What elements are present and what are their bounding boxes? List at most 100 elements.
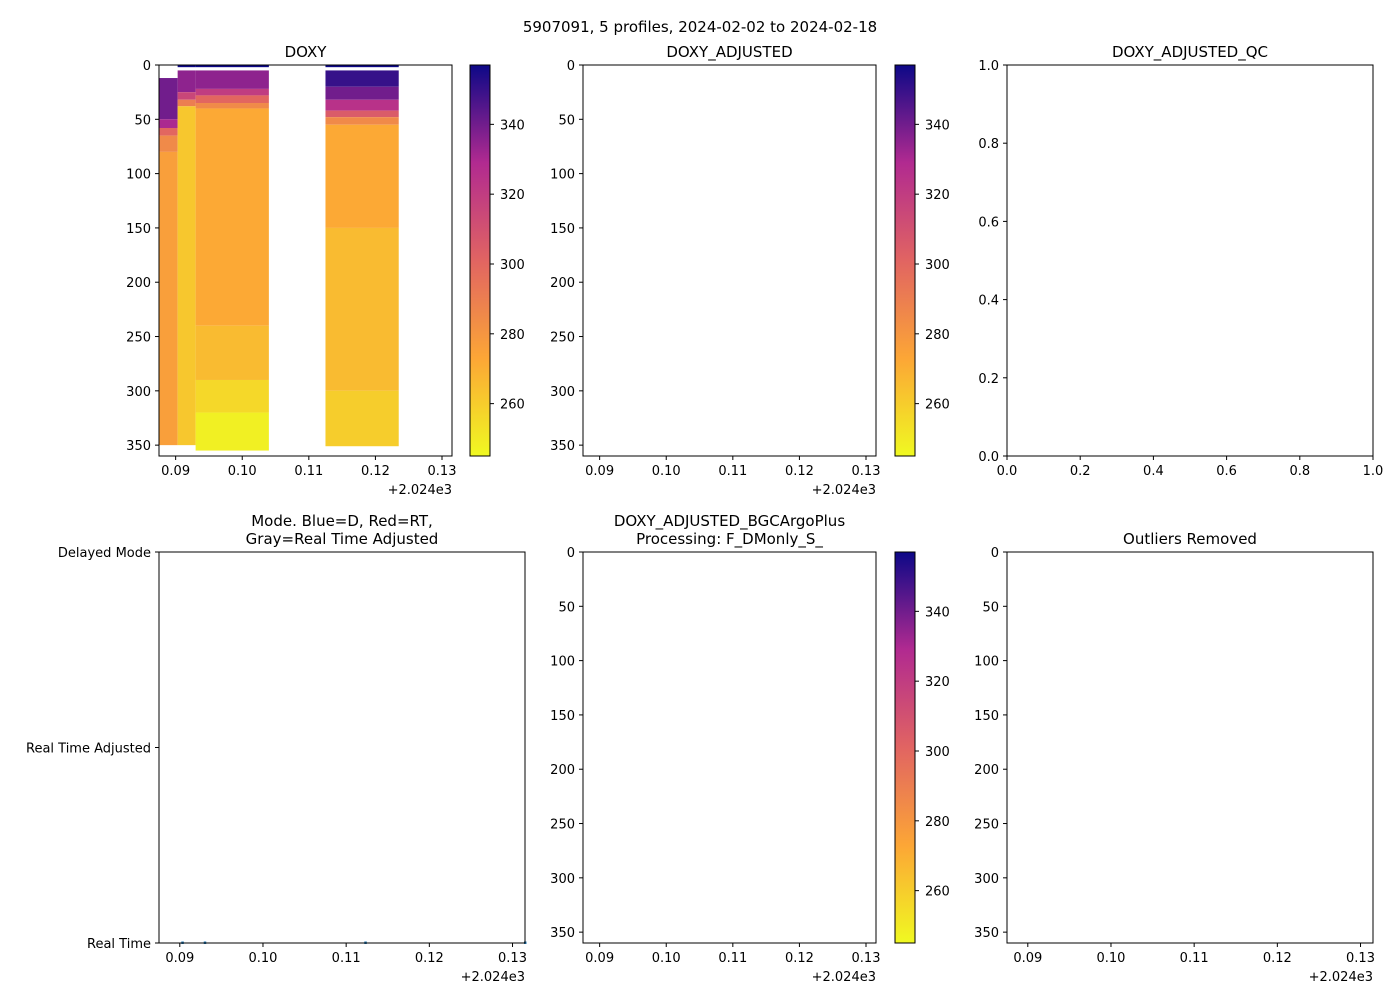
heatmap-cell: [195, 379, 269, 413]
y-tick-label: 200: [974, 763, 999, 778]
y-tick-label: 50: [982, 600, 999, 615]
heatmap-cell: [195, 88, 269, 96]
y-tick-label: 150: [126, 222, 151, 237]
x-offset-label: +2.024e3: [1309, 970, 1373, 985]
x-tick-label: 0.10: [652, 464, 681, 479]
y-tick-label: 0: [143, 59, 151, 74]
y-tick-label: 1.0: [978, 59, 999, 74]
x-tick-label: 0.2: [1070, 464, 1091, 479]
heatmap-cell: [325, 86, 399, 100]
panel-doxy-adjusted-bgcargoplus: DOXY_ADJUSTED_BGCArgoPlus Processing: F_…: [550, 512, 950, 985]
y-tick-label: Real Time: [87, 937, 151, 952]
heatmap-cell: [325, 390, 399, 447]
heatmap-cell: [159, 151, 178, 446]
panel-outliers-removed: Outliers Removed 0.09 0.10 0.11 0.12 0.13 +2.…: [974, 530, 1375, 985]
axes-frame: [158, 64, 453, 457]
y-tick-label: 150: [550, 709, 575, 724]
x-offset-label: +2.024e3: [461, 970, 525, 985]
x-tick-label: 0.13: [498, 951, 527, 966]
y-tick-label: 0: [567, 546, 575, 561]
x-tick-label: 0.13: [852, 464, 881, 479]
y-tick-label: 0.2: [978, 372, 999, 387]
heatmap-cell: [195, 65, 269, 68]
axes-frame: [158, 551, 526, 944]
y-tick-label: 50: [134, 113, 151, 128]
y-tick-label: 350: [550, 439, 575, 454]
x-tick-label: 0.10: [1097, 951, 1126, 966]
y-tick-label: 300: [126, 385, 151, 400]
y-tick-label: 350: [550, 926, 575, 941]
y-tick-label: 0: [991, 546, 999, 561]
colorbar-gradient: [895, 552, 915, 943]
y-tick-label: 300: [550, 872, 575, 887]
colorbar-gradient: [895, 65, 915, 456]
colorbar-frame: [469, 64, 491, 457]
colorbar-tick-label: 300: [925, 745, 950, 760]
heatmap-cell: [177, 70, 196, 93]
heatmap-cell: [325, 70, 399, 87]
colorbar-tick-label: 260: [500, 398, 525, 413]
y-tick-label: 250: [974, 818, 999, 833]
colorbar-tick-label: 280: [500, 328, 525, 343]
heatmap-cell: [195, 70, 269, 89]
panel-title-line-1: Mode. Blue=D, Red=RT,: [251, 512, 433, 530]
colorbar-gradient: [470, 65, 490, 456]
x-tick-label: 0.13: [1346, 951, 1375, 966]
axes-frame: [1006, 64, 1374, 457]
heatmap-cell: [195, 108, 269, 326]
colorbar-tick-label: 300: [500, 258, 525, 273]
heatmap-cell: [195, 412, 269, 451]
axes-frame: [582, 551, 877, 944]
heatmap-cell: [177, 99, 196, 107]
heatmap-cell: [177, 65, 196, 68]
figure-suptitle: 5907091, 5 profiles, 2024-02-02 to 2024-…: [523, 18, 877, 36]
panel-title: DOXY: [285, 43, 328, 61]
colorbar-tick-label: 260: [925, 885, 950, 900]
colorbar-tick-label: 260: [925, 398, 950, 413]
colorbar-bgcargoplus: 260 280 300 320 340: [894, 551, 950, 944]
heatmap-cell: [325, 227, 399, 391]
x-tick-label: 0.12: [361, 464, 390, 479]
x-tick-label: 0.0: [997, 464, 1018, 479]
x-tick-label: 0.09: [1013, 951, 1042, 966]
y-tick-label: 100: [550, 655, 575, 670]
y-tick-label: Delayed Mode: [58, 546, 151, 561]
colorbar-frame: [894, 64, 916, 457]
y-tick-label: 250: [126, 331, 151, 346]
colorbar-tick-label: 280: [925, 328, 950, 343]
y-tick-label: 350: [126, 439, 151, 454]
y-tick-label: 150: [974, 709, 999, 724]
x-tick-label: 0.09: [165, 951, 194, 966]
x-tick-label: 0.09: [585, 951, 614, 966]
y-tick-label: 350: [974, 926, 999, 941]
heatmap-cell: [195, 325, 269, 380]
y-tick-label: 50: [558, 600, 575, 615]
plot-area-outliers-removed: 0.09 0.10 0.11 0.12 0.13 +2.024e3 0 50 100 150 200…: [974, 546, 1375, 985]
x-tick-label: 0.10: [652, 951, 681, 966]
y-tick-label: 0.8: [978, 137, 999, 152]
panel-title: DOXY_ADJUSTED: [666, 43, 792, 62]
y-tick-label: 200: [550, 276, 575, 291]
plot-area-doxy-adjusted-qc: 0.0 0.2 0.4 0.6 0.8 1.0 0.0 0.2 0.4 0.6 0.8 1.0: [978, 59, 1383, 479]
heatmap-cell: [195, 103, 269, 109]
x-tick-label: 0.11: [294, 464, 323, 479]
y-tick-label: Real Time Adjusted: [26, 742, 151, 757]
x-tick-label: 0.12: [1263, 951, 1292, 966]
y-tick-label: 100: [550, 168, 575, 183]
panel-title-line-2: Gray=Real Time Adjusted: [246, 530, 439, 548]
plot-area-doxy-adjusted: 0.09 0.10 0.11 0.12 0.13 +2.024e3 0 50 100 150 200…: [550, 59, 880, 498]
colorbar-tick-label: 340: [925, 118, 950, 133]
y-tick-label: 50: [558, 113, 575, 128]
colorbar-tick-label: 320: [925, 188, 950, 203]
colorbar-tick-label: 320: [500, 188, 525, 203]
y-tick-label: 0.4: [978, 294, 999, 309]
heatmap-cell: [177, 92, 196, 100]
x-tick-label: 0.09: [585, 464, 614, 479]
colorbar-tick-label: 340: [500, 118, 525, 133]
x-tick-label: 0.09: [161, 464, 190, 479]
y-tick-label: 250: [550, 818, 575, 833]
y-tick-label: 0.6: [978, 215, 999, 230]
x-offset-label: +2.024e3: [812, 483, 876, 498]
plot-area-bgcargoplus: 0.09 0.10 0.11 0.12 0.13 +2.024e3 0 50 100 150 200…: [550, 546, 880, 985]
